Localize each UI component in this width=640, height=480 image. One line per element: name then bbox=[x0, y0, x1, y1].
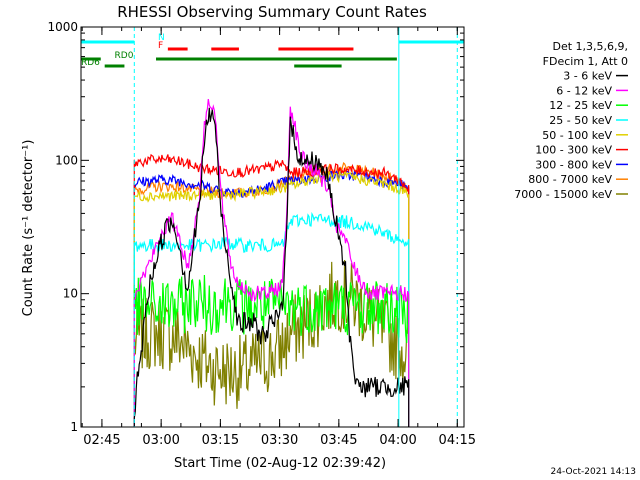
x-tick-label: 04:00 bbox=[379, 433, 416, 448]
legend-label: 300 - 800 keV bbox=[535, 158, 612, 171]
y-tick-label: 10 bbox=[63, 287, 78, 301]
x-tick-label: 03:30 bbox=[261, 433, 298, 448]
state-label-flare: F bbox=[158, 41, 163, 51]
series-line bbox=[133, 274, 410, 427]
axis-ticks-layer: 1 10 100 1000 02:45 03:00 03:15 03:30 03:45 04:00… bbox=[47, 20, 476, 448]
legend-label: 7000 - 15000 keV bbox=[514, 188, 612, 201]
legend-label: 6 - 12 keV bbox=[556, 84, 612, 97]
y-tick-label: 100 bbox=[55, 153, 78, 167]
series-layer bbox=[133, 99, 410, 427]
x-tick-label: 03:15 bbox=[202, 433, 239, 448]
state-label-rd6: RD6 bbox=[81, 58, 100, 68]
x-tick-label: 02:45 bbox=[83, 433, 120, 448]
legend-label: 12 - 25 keV bbox=[549, 99, 612, 112]
legend: Det 1,3,5,6,9, FDecim 1, Att 0 3 - 6 keV6 … bbox=[514, 40, 628, 201]
legend-label: 800 - 7000 keV bbox=[528, 173, 612, 186]
y-tick-label: 1000 bbox=[47, 20, 78, 34]
x-tick-label: 03:00 bbox=[142, 433, 179, 448]
plot-frame bbox=[80, 26, 465, 428]
series-line bbox=[133, 107, 410, 427]
timestamp: 24-Oct-2021 14:13 bbox=[551, 467, 636, 477]
x-tick-label: 03:45 bbox=[320, 433, 357, 448]
state-bars-layer: NF RD0 RD6 bbox=[81, 33, 464, 68]
series-line bbox=[133, 171, 410, 427]
chart-title: RHESSI Observing Summary Count Rates bbox=[117, 3, 427, 21]
y-tick-label: 1 bbox=[70, 420, 78, 434]
legend-header: Det 1,3,5,6,9, bbox=[552, 40, 628, 53]
x-axis-label: Start Time (02-Aug-12 02:39:42) bbox=[174, 456, 386, 471]
legend-label: 3 - 6 keV bbox=[563, 70, 612, 83]
x-tick-label: 04:15 bbox=[439, 433, 476, 448]
series-line bbox=[133, 99, 410, 427]
series-line bbox=[133, 259, 410, 427]
legend-label: 25 - 50 keV bbox=[549, 114, 612, 127]
legend-label: 50 - 100 keV bbox=[542, 129, 612, 142]
state-label-night: N bbox=[158, 33, 165, 43]
legend-label: 100 - 300 keV bbox=[535, 144, 612, 157]
state-label-rd0: RD0 bbox=[115, 51, 134, 61]
legend-header: FDecim 1, Att 0 bbox=[543, 55, 628, 68]
series-line bbox=[133, 153, 410, 427]
y-axis-label: Count Rate (s⁻¹ detector⁻¹) bbox=[21, 140, 36, 317]
series-line bbox=[133, 211, 410, 427]
